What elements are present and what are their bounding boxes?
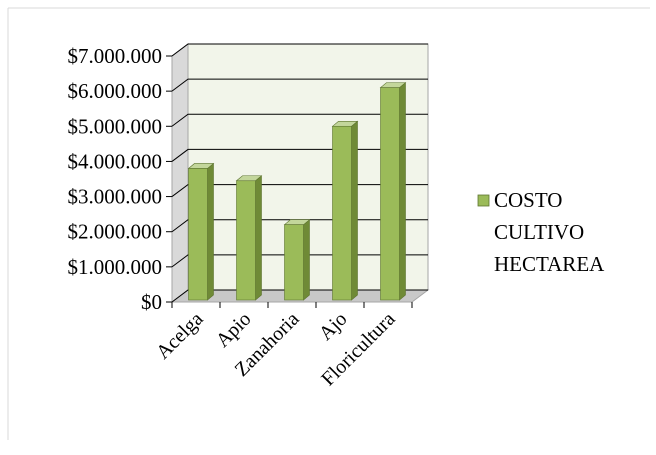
gridline — [171, 113, 428, 127]
bar — [379, 81, 407, 301]
bar-front — [236, 180, 256, 301]
y-tick-label: $6.000.000 — [68, 79, 163, 103]
y-tick-label: $4.000.000 — [68, 149, 163, 173]
legend-swatch — [477, 194, 490, 207]
side-wall — [171, 43, 189, 303]
y-tick-label: $1.000.000 — [68, 255, 163, 279]
x-category-label: Acelga — [152, 308, 208, 364]
bar — [331, 120, 359, 301]
gridline — [171, 78, 428, 92]
bar-front — [380, 87, 400, 301]
y-tick-label: $2.000.000 — [68, 220, 163, 244]
bar-front — [188, 168, 208, 301]
bar — [283, 219, 311, 301]
y-tick-label: $3.000.000 — [68, 185, 163, 209]
bar — [235, 175, 263, 301]
bar-front — [332, 125, 352, 301]
y-tick-label: $5.000.000 — [68, 114, 163, 138]
y-axis-tick-labels: $0 $1.000.000 $2.000.000 $3.000.000 $4.000.0… — [68, 44, 163, 314]
bar-side — [255, 175, 262, 301]
legend-label-line-3: HECTAREA — [494, 252, 605, 276]
x-category-label: Apio — [212, 308, 256, 352]
bar-side — [399, 81, 406, 301]
bar-front — [284, 224, 304, 301]
bar — [187, 162, 215, 301]
bar-side — [303, 219, 310, 301]
y-tick-label: $0 — [141, 290, 162, 314]
y-tick-label: $7.000.000 — [68, 44, 163, 68]
x-category-label: Ajo — [315, 308, 352, 345]
bar-series — [187, 81, 407, 301]
bar-side — [207, 162, 214, 301]
legend-label-line-2: CULTIVO — [494, 220, 584, 244]
legend: COSTO CULTIVO HECTAREA — [477, 188, 605, 276]
bar-side — [351, 120, 358, 301]
legend-label-line-1: COSTO — [494, 188, 562, 212]
gridline — [171, 43, 428, 57]
